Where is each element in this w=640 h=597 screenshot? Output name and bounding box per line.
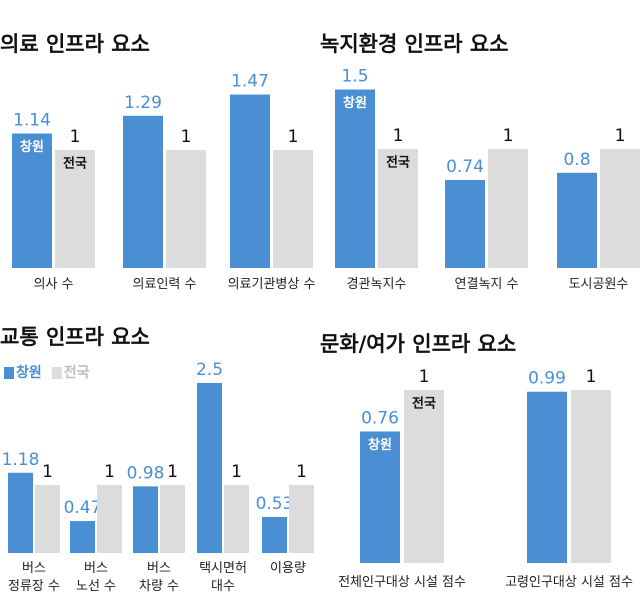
category-label: 경관녹지수 (347, 277, 407, 292)
value-label: 0.8 (563, 150, 590, 170)
category-label: 연결녹지 수 (455, 277, 519, 292)
bar (262, 516, 287, 553)
value-label: 0.98 (127, 463, 165, 483)
value-label: 1.14 (13, 110, 51, 130)
bar (360, 431, 400, 563)
bar (8, 472, 33, 553)
chart-title: 의료 인프라 요소 (0, 32, 150, 56)
category-label: 전체인구대상 시설 점수 (338, 575, 466, 590)
value-label: 1 (288, 127, 299, 147)
bar (166, 150, 206, 268)
value-label: 1 (393, 126, 404, 146)
value-label: 1.29 (124, 93, 162, 113)
legend-label: 전국 (64, 364, 90, 381)
value-label: 1 (419, 367, 430, 387)
bar (55, 150, 95, 268)
value-label: 1.18 (2, 450, 40, 470)
value-label: 1 (181, 127, 192, 147)
category-label: 이용량 (270, 561, 306, 576)
legend-label: 창원 (16, 364, 42, 381)
value-label: 0.76 (361, 409, 399, 429)
bar (70, 521, 95, 553)
bar (557, 172, 597, 268)
category-label: 의료기관병상 수 (228, 277, 316, 292)
value-label: 0.47 (64, 498, 102, 518)
legend-swatch (4, 367, 14, 379)
bar (160, 485, 185, 553)
chart-title: 녹지환경 인프라 요소 (320, 32, 509, 56)
bar (571, 390, 611, 563)
series-label: 창원 (368, 437, 392, 453)
legend-swatch (51, 367, 62, 379)
bar (224, 485, 249, 553)
value-label: 1 (42, 462, 53, 482)
category-label: 버스 정류장 수 (8, 561, 60, 594)
bar (35, 485, 60, 553)
bar (335, 89, 375, 268)
category-label: 고령인구대상 시설 점수 (505, 575, 633, 590)
value-label: 0.53 (256, 494, 294, 514)
category-label: 택시면허 대수 (199, 561, 247, 594)
bar (289, 485, 314, 553)
bar (123, 115, 163, 268)
value-label: 2.5 (196, 360, 223, 380)
category-label: 도시공원수 (569, 277, 629, 292)
bar (273, 150, 313, 268)
series-label: 창원 (20, 139, 44, 155)
chart-title: 문화/여가 인프라 요소 (320, 332, 516, 356)
bar (133, 486, 158, 553)
bar (445, 179, 485, 268)
bar (97, 485, 122, 553)
value-label: 1 (586, 367, 597, 387)
value-label: 1 (296, 462, 307, 482)
bar (527, 391, 567, 563)
value-label: 1 (70, 127, 81, 147)
series-label: 창원 (343, 95, 367, 111)
value-label: 0.99 (528, 369, 566, 389)
value-label: 1 (231, 462, 242, 482)
value-label: 1 (104, 462, 115, 482)
bar (488, 149, 528, 268)
category-label: 버스 노선 수 (76, 561, 116, 594)
category-label: 의사 수 (33, 277, 73, 292)
category-label: 의료인력 수 (133, 277, 197, 292)
bar (378, 149, 418, 268)
chart-title: 교통 인프라 요소 (0, 325, 150, 349)
series-label: 전국 (63, 156, 87, 172)
series-label: 전국 (412, 396, 436, 412)
bar (197, 383, 222, 553)
category-label: 버스 차량 수 (139, 561, 179, 594)
value-label: 0.74 (446, 157, 484, 177)
value-label: 1 (503, 126, 514, 146)
value-label: 1 (167, 462, 178, 482)
value-label: 1 (615, 126, 626, 146)
bar (600, 149, 640, 268)
series-label: 전국 (386, 155, 410, 171)
bar (230, 94, 270, 268)
value-label: 1.5 (341, 67, 368, 87)
value-label: 1.47 (231, 72, 269, 92)
bar (12, 133, 52, 268)
bar (404, 390, 444, 563)
